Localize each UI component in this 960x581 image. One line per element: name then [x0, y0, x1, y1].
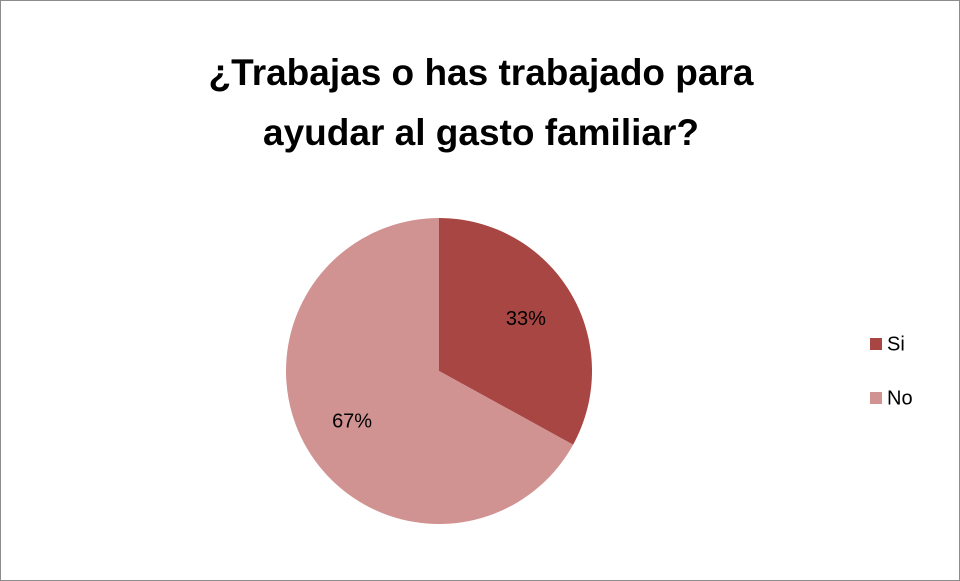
legend-swatch [870, 392, 882, 404]
legend-swatch [870, 338, 882, 350]
legend-label: No [887, 387, 913, 409]
pie-slice [439, 218, 593, 445]
legend-label: Si [887, 333, 905, 355]
chart-title: ¿Trabajas o has trabajado para ayudar al… [208, 52, 754, 153]
data-label: 67% [332, 411, 372, 433]
data-label: 33% [506, 308, 546, 330]
pie-slice [286, 218, 574, 524]
